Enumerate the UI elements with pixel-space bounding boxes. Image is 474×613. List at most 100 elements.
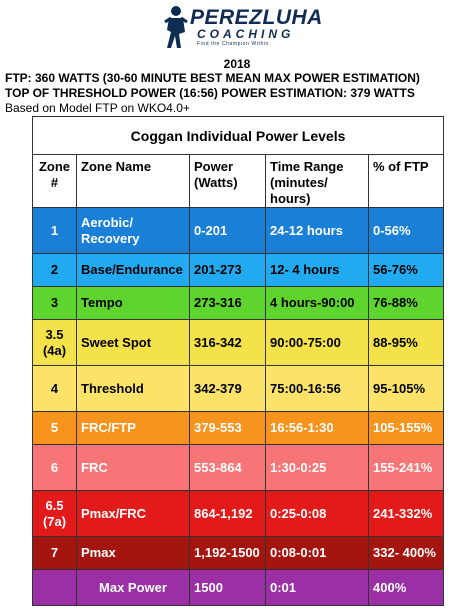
zone-name-cell: FRC/FTP: [76, 411, 190, 445]
zone-name-cell: FRC: [76, 444, 190, 491]
brand-sub: COACHING: [197, 27, 295, 41]
zone-cell: 3.5 (4a): [32, 319, 77, 366]
power-cell: 201-273: [189, 253, 266, 287]
cell-line: 6: [50, 459, 59, 475]
table-row: 5 FRC/FTP 379-553 16:56-1:30 105-155%: [32, 411, 445, 445]
time-range-cell: 0:08-0:01: [265, 536, 369, 570]
zone-cell: 1: [32, 207, 77, 254]
cell-line: 5: [50, 420, 59, 435]
power-cell: 0-201: [189, 207, 266, 254]
cell-line: hours): [270, 191, 311, 206]
threshold-line: TOP OF THRESHOLD POWER (16:56) POWER EST…: [5, 86, 415, 100]
table-row: 2 Base/Endurance 201-273 12- 4 hours 56-76%: [32, 253, 445, 287]
power-col-header: Power (Watts): [189, 154, 266, 208]
pct-ftp-cell: 332- 400%: [367, 536, 445, 570]
zone-col-header: Zone #: [32, 154, 77, 208]
cell-line: Recovery: [81, 230, 140, 246]
zone-name-cell: Pmax: [76, 536, 190, 570]
cell-line: 6.5: [45, 497, 64, 513]
cell-line: Pmax: [81, 545, 116, 560]
zone-name-cell: Threshold: [76, 365, 190, 412]
time-range-cell: 75:00-16:56: [265, 365, 369, 412]
zone-cell: 5: [32, 411, 77, 445]
time-range-cell: 4 hours-90:00: [265, 286, 369, 320]
zone-cell: 2: [32, 253, 77, 287]
cell-line: Tempo: [81, 295, 123, 310]
power-cell: 273-316: [189, 286, 266, 320]
time-range-cell: 90:00-75:00: [265, 319, 369, 366]
zone-name-cell: Aerobic/Recovery: [76, 207, 190, 254]
cell-line: 1: [50, 222, 59, 238]
pct-ftp-cell: 105-155%: [367, 411, 445, 445]
cell-line: Threshold: [81, 380, 144, 396]
time-range-cell: 1:30-0:25: [265, 444, 369, 491]
cell-line: 3: [50, 295, 59, 310]
zone-cell: 3: [32, 286, 77, 320]
time-range-cell: 0:01: [265, 569, 369, 606]
zone-name-cell: Pmax/FRC: [76, 490, 190, 537]
cell-line: (minutes/: [270, 175, 328, 190]
table-title-row: Coggan Individual Power Levels: [31, 116, 445, 155]
cell-line: Aerobic/: [81, 214, 134, 230]
time-range-cell: 16:56-1:30: [265, 411, 369, 445]
table-title: Coggan Individual Power Levels: [31, 116, 445, 155]
pct-ftp-cell: 241-332%: [367, 490, 445, 537]
cell-line: Zone Name: [81, 159, 152, 174]
zone-cell: [32, 569, 77, 606]
time-range-cell: 24-12 hours: [265, 207, 369, 254]
cell-line: #: [50, 175, 59, 190]
cell-line: (4a): [42, 342, 67, 358]
cell-line: 4: [50, 380, 59, 396]
table-row: 4 Threshold 342-379 75:00-16:56 95-105%: [32, 365, 445, 412]
zone-cell: 7: [32, 536, 77, 570]
power-cell: 1500: [189, 569, 266, 606]
power-cell: 342-379: [189, 365, 266, 412]
cell-line: Power: [194, 159, 234, 174]
table-header-row: Zone # Zone Name Power (Watts) Time Range (min…: [32, 154, 445, 208]
table-row: 1 Aerobic/Recovery 0-201 24-12 hours 0-56%: [32, 207, 445, 254]
cell-line: Max Power: [99, 579, 167, 595]
cell-line: (Watts): [194, 175, 238, 190]
pct-ftp-cell: 400%: [367, 569, 445, 606]
power-cell: 379-553: [189, 411, 266, 445]
zone-cell: 6.5 (7a): [32, 490, 77, 537]
pct-ftp-col-header: % of FTP: [367, 154, 445, 208]
cell-line: Sweet Spot: [81, 334, 152, 350]
cell-line: 2: [50, 262, 59, 277]
cell-line: FRC: [81, 459, 108, 475]
pct-ftp-cell: 88-95%: [367, 319, 445, 366]
cell-line: % of FTP: [373, 159, 429, 174]
power-cell: 553-864: [189, 444, 266, 491]
brand-logo: PEREZLUHA COACHING Find the Champion Wit…: [0, 0, 474, 56]
brand-tagline: Find the Champion Within: [197, 41, 269, 47]
cell-line: Pmax/FRC: [81, 505, 147, 521]
cell-line: 3.5: [45, 326, 64, 342]
cell-line: (7a): [42, 513, 67, 529]
brand-name: PEREZLUHA: [190, 6, 323, 29]
time-range-col-header: Time Range (minutes/hours): [265, 154, 369, 208]
cell-line: Base/Endurance: [81, 262, 183, 277]
time-range-cell: 0:25-0:08: [265, 490, 369, 537]
pct-ftp-cell: 95-105%: [367, 365, 445, 412]
pct-ftp-cell: 56-76%: [367, 253, 445, 287]
pct-ftp-cell: 0-56%: [367, 207, 445, 254]
cell-line: 7: [50, 545, 59, 560]
time-range-cell: 12- 4 hours: [265, 253, 369, 287]
cyclist-logo-icon: [164, 6, 188, 48]
cell-line: Time Range: [270, 159, 344, 174]
zone-cell: 4: [32, 365, 77, 412]
power-cell: 1,192-1500: [189, 536, 266, 570]
table-row: 6 FRC 553-864 1:30-0:25 155-241%: [32, 444, 445, 491]
pct-ftp-cell: 76-88%: [367, 286, 445, 320]
table-row: 3.5 (4a) Sweet Spot 316-342 90:00-75:00 88-95…: [32, 319, 445, 366]
table-row: 3 Tempo 273-316 4 hours-90:00 76-88%: [32, 286, 445, 320]
zone-cell: 6: [32, 444, 77, 491]
zone-name-cell: Base/Endurance: [76, 253, 190, 287]
power-levels-table: Coggan Individual Power Levels Zone # Zone…: [31, 116, 445, 606]
table-row: Max Power 1500 0:01 400%: [32, 569, 445, 606]
power-cell: 316-342: [189, 319, 266, 366]
power-cell: 864-1,192: [189, 490, 266, 537]
table-row: 6.5 (7a) Pmax/FRC 864-1,192 0:25-0:08 241-332…: [32, 490, 445, 537]
zone-name-col-header: Zone Name: [76, 154, 190, 208]
ftp-line: FTP: 360 WATTS (30-60 MINUTE BEST MEAN M…: [5, 71, 420, 85]
